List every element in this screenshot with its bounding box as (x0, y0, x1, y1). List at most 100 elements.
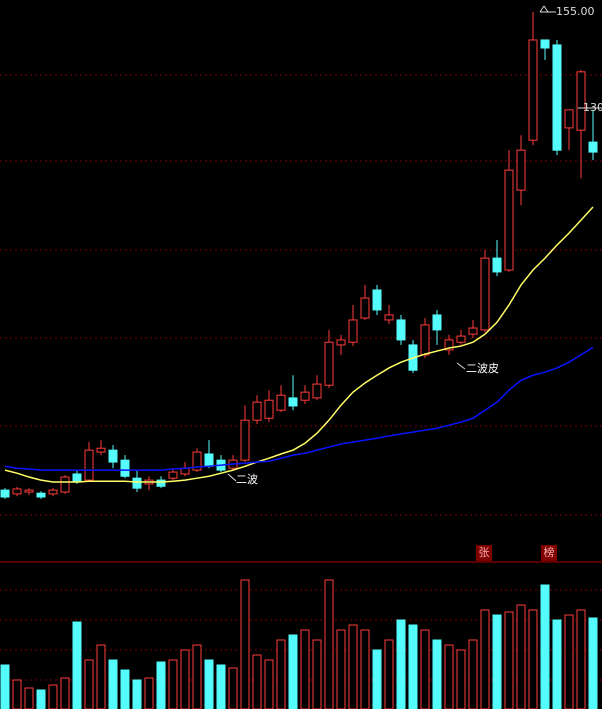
volume-bar (156, 661, 166, 709)
volume-bar (132, 679, 142, 709)
volume-bar (372, 649, 382, 709)
volume-bar (12, 679, 22, 709)
volume-bar (516, 604, 526, 709)
candle-body (252, 401, 262, 421)
candle-body (432, 314, 442, 331)
volume-bar (204, 659, 214, 709)
candle-body (72, 473, 82, 483)
candle-body (312, 383, 322, 399)
candle-body (576, 71, 586, 131)
volume-bar (216, 664, 226, 709)
candle-body (204, 453, 214, 467)
candle-body (0, 489, 10, 498)
annotation-arrow (456, 362, 466, 370)
annotation-arrow (227, 473, 237, 482)
volume-bar (288, 634, 298, 709)
candle-body (300, 391, 310, 401)
volume-bar (420, 629, 430, 709)
volume-bar (84, 659, 94, 709)
volume-bar (504, 611, 514, 709)
candle-body (168, 471, 178, 479)
candle-body (504, 169, 514, 271)
candle-body (468, 327, 478, 335)
candle-body (336, 339, 346, 346)
marker-box (476, 545, 492, 561)
volume-bar (588, 617, 598, 709)
candle-body (192, 451, 202, 471)
candle-body (420, 324, 430, 356)
candle-body (360, 297, 370, 319)
moving-average (4, 346, 594, 471)
candle-body (492, 257, 502, 273)
volume-bar (468, 639, 478, 709)
volume-bar (564, 614, 574, 709)
candle-body (528, 39, 538, 141)
volume-bar (36, 689, 46, 709)
volume-bar (60, 677, 70, 709)
volume-bar (336, 629, 346, 709)
candle-body (288, 397, 298, 407)
volume-bar (348, 624, 358, 709)
volume-bar (144, 677, 154, 709)
candle-body (108, 449, 118, 463)
candle-body (588, 141, 598, 153)
volume-bar (252, 654, 262, 709)
candle-body (264, 399, 274, 419)
candle-body (24, 489, 34, 493)
candle-body (156, 479, 166, 487)
marks (0, 11, 598, 709)
candle-body (84, 449, 94, 481)
candle-body (36, 492, 46, 498)
volume-bar (396, 619, 406, 709)
volume-bar (120, 669, 130, 709)
candle-body (456, 335, 466, 343)
volume-bar (552, 619, 562, 709)
volume-bar (324, 579, 334, 709)
volume-bar (0, 664, 10, 709)
volume-bar (24, 687, 34, 709)
volume-bar (300, 629, 310, 709)
volume-bar (528, 609, 538, 709)
volume-bar (576, 609, 586, 709)
volume-bar (168, 659, 178, 709)
candle-body (96, 447, 106, 453)
volume-bar (276, 639, 286, 709)
marker: 张 (479, 546, 490, 559)
candle-body (444, 339, 454, 351)
candle-body (132, 477, 142, 489)
volume-bar (48, 684, 58, 709)
annotation: 二波 (236, 473, 258, 486)
annotation: 二波皮 (466, 362, 499, 375)
candle-body (240, 419, 250, 461)
volume-bar (456, 649, 466, 709)
volume-bar (360, 629, 370, 709)
candle-body (384, 314, 394, 321)
volume-bar (480, 609, 490, 709)
volume-bar (240, 579, 250, 709)
candle-body (516, 149, 526, 191)
volume-bar (384, 639, 394, 709)
volume-bar (72, 621, 82, 709)
candle-body (348, 319, 358, 343)
candle-body (60, 476, 70, 493)
volume-bar (180, 649, 190, 709)
volume-bar (432, 639, 442, 709)
high-label: 155.00 (556, 5, 595, 18)
volume-bar (228, 667, 238, 709)
overlays: 155.00 130 二波 二波皮 张 榜 (227, 5, 602, 561)
candle-body (396, 319, 406, 341)
high-pointer (539, 5, 556, 13)
volume-bar (264, 659, 274, 709)
candle-body (12, 488, 22, 495)
volume-bar (408, 624, 418, 709)
marker: 榜 (544, 545, 555, 559)
volume-bar (444, 644, 454, 709)
candle-body (480, 257, 490, 331)
candle-body (564, 109, 574, 129)
candle-body (552, 44, 562, 151)
volume-bar (492, 614, 502, 709)
volume-bar (96, 644, 106, 709)
candle-body (276, 394, 286, 411)
